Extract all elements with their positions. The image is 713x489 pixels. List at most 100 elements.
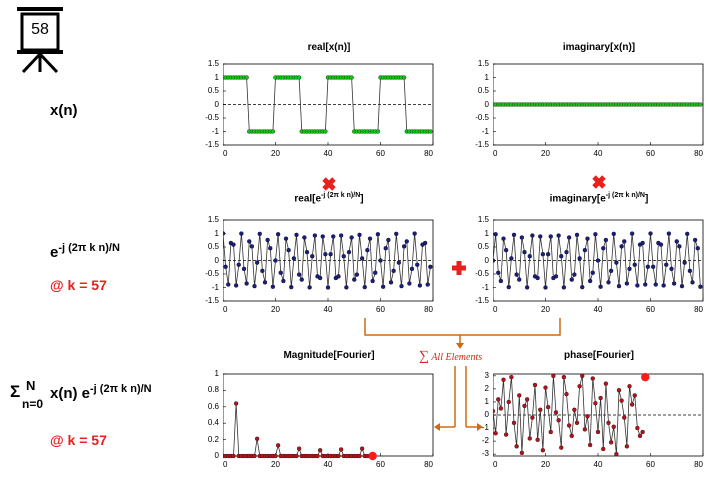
data-point xyxy=(690,280,695,285)
data-point xyxy=(517,393,522,398)
data-point xyxy=(590,270,595,275)
data-point xyxy=(548,429,553,435)
sum-arrows xyxy=(364,318,561,428)
x-tick-label: 20 xyxy=(271,460,280,468)
data-point xyxy=(378,258,383,263)
data-point xyxy=(658,242,664,247)
data-point xyxy=(394,231,399,236)
data-point xyxy=(362,285,367,290)
data-point xyxy=(296,446,302,451)
sum-symbol: ∑ xyxy=(419,349,429,364)
data-point xyxy=(233,401,239,406)
sum-body: x(n) e-j (2π k n)/N xyxy=(50,383,152,402)
y-tick-label: -0.5 xyxy=(205,113,219,122)
data-point xyxy=(396,260,402,265)
data-point xyxy=(582,248,588,253)
data-point xyxy=(501,236,506,241)
y-tick-label: 0 xyxy=(484,410,489,419)
x-tick-label: 80 xyxy=(694,460,703,468)
x-tick-label: 40 xyxy=(594,305,603,313)
y-tick-label: 0.5 xyxy=(477,242,489,251)
data-point xyxy=(540,448,546,453)
data-point xyxy=(383,246,388,251)
data-point xyxy=(323,129,328,134)
x-tick-label: 0 xyxy=(493,305,498,313)
data-point xyxy=(425,282,430,287)
data-point xyxy=(530,415,535,420)
data-point xyxy=(236,262,241,267)
data-point xyxy=(286,248,291,253)
x-tick-label: 40 xyxy=(324,149,333,157)
highlight-point xyxy=(641,373,650,382)
data-point xyxy=(687,268,693,273)
x-tick-label: 0 xyxy=(223,460,228,468)
data-point xyxy=(275,443,281,448)
data-point xyxy=(336,453,341,459)
y-tick-label: 0.4 xyxy=(207,418,219,428)
data-point xyxy=(559,254,564,259)
data-point xyxy=(401,75,407,80)
y-tick-label: 1 xyxy=(484,72,489,82)
data-point xyxy=(522,250,527,255)
data-point xyxy=(580,285,585,290)
data-point xyxy=(307,285,312,290)
imag-x-plot: 0 20 40 60 80 xyxy=(493,63,704,157)
x-tick-label: 0 xyxy=(223,305,228,313)
phase-plot: 0 20 40 60 80 xyxy=(493,373,704,468)
data-point xyxy=(357,453,362,459)
title-imag-e-main: imaginary[e xyxy=(549,193,606,205)
data-point xyxy=(375,232,381,237)
highlight-point xyxy=(368,451,377,461)
slide-number: 58 xyxy=(31,21,49,38)
data-point xyxy=(320,234,325,239)
x-tick-label: 80 xyxy=(424,305,433,313)
plus-icon xyxy=(452,261,466,275)
data-point xyxy=(640,429,645,435)
data-point xyxy=(603,237,609,243)
data-point xyxy=(428,129,433,134)
sum-exponent: -j (2π k n)/N xyxy=(90,383,152,395)
x-tick-label: 20 xyxy=(271,305,280,313)
x-tick-label: 0 xyxy=(493,460,498,468)
data-point xyxy=(338,233,344,238)
data-point xyxy=(590,376,595,381)
data-point xyxy=(635,425,640,431)
data-point xyxy=(698,102,703,107)
data-point xyxy=(629,402,635,407)
data-point xyxy=(601,246,606,251)
x-tick-label: 40 xyxy=(324,305,333,313)
data-point xyxy=(698,284,703,289)
data-point xyxy=(540,252,546,257)
x-tick-label: 40 xyxy=(594,460,603,468)
presentation-board-icon xyxy=(17,7,63,74)
data-point xyxy=(254,436,260,441)
data-point xyxy=(260,268,265,273)
x-tick-label: 20 xyxy=(541,149,550,157)
data-point xyxy=(616,388,622,393)
data-point xyxy=(509,374,514,380)
data-point xyxy=(428,264,433,269)
data-point xyxy=(501,377,506,382)
data-point xyxy=(538,234,543,239)
data-point xyxy=(506,399,511,405)
data-point xyxy=(294,232,299,237)
multiply-icon xyxy=(322,177,336,191)
real-exp-plot: 0 20 40 60 80 xyxy=(223,219,434,313)
data-point xyxy=(527,436,532,441)
title-imag-e: imaginary[e-j (2π k n)/N] xyxy=(493,192,705,204)
data-point xyxy=(262,280,268,285)
data-point xyxy=(622,415,627,420)
data-point xyxy=(679,284,685,289)
data-point xyxy=(538,407,543,412)
data-point xyxy=(564,250,569,255)
data-point xyxy=(503,248,509,253)
y-tick-label: 1.5 xyxy=(207,215,219,224)
data-point xyxy=(354,272,360,277)
data-point xyxy=(553,274,559,279)
data-point xyxy=(643,282,648,287)
data-point xyxy=(231,242,236,247)
data-point xyxy=(624,444,630,449)
data-point xyxy=(524,397,530,402)
x-tick-label: 40 xyxy=(324,460,333,468)
data-point xyxy=(359,256,365,261)
